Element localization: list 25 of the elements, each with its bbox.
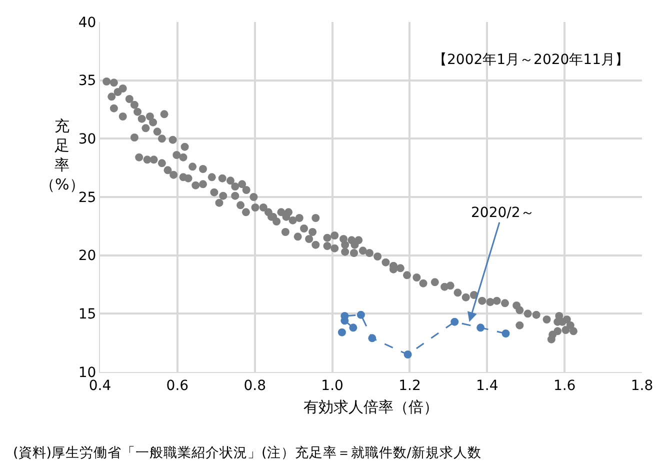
y-tick-label: 35 <box>78 73 96 90</box>
point <box>502 330 510 338</box>
x-tick-label: 1.2 <box>398 378 421 394</box>
y-tick-label: 40 <box>78 14 96 31</box>
annotation: 2020/2～ <box>471 205 534 221</box>
x-tick-label: 1.8 <box>630 378 654 394</box>
y-tick-label: 30 <box>78 132 96 148</box>
y-tick-label: 15 <box>78 306 96 323</box>
annotation: 【2002年1月～2020年11月】 <box>433 52 629 68</box>
point <box>450 318 459 326</box>
point <box>356 310 365 319</box>
x-tick-label: 1.0 <box>321 378 344 394</box>
point <box>404 350 412 358</box>
point <box>349 324 358 332</box>
x-tick-label: 0.6 <box>166 378 189 394</box>
x-axis-title: 有効求人倍率（倍） <box>304 398 438 416</box>
x-tick-label: 0.8 <box>244 378 266 394</box>
x-tick-label: 1.4 <box>476 378 498 394</box>
text: (資料)厚生労働省「一般職業紹介状況」(注）充足率＝就職件数/新規求人数 <box>13 445 482 461</box>
point <box>338 328 346 336</box>
point <box>368 334 376 342</box>
y-tick-label: 20 <box>78 248 96 264</box>
y-tick-label: 25 <box>78 190 96 206</box>
x-tick-label: 1.6 <box>553 378 576 394</box>
point <box>476 324 485 332</box>
